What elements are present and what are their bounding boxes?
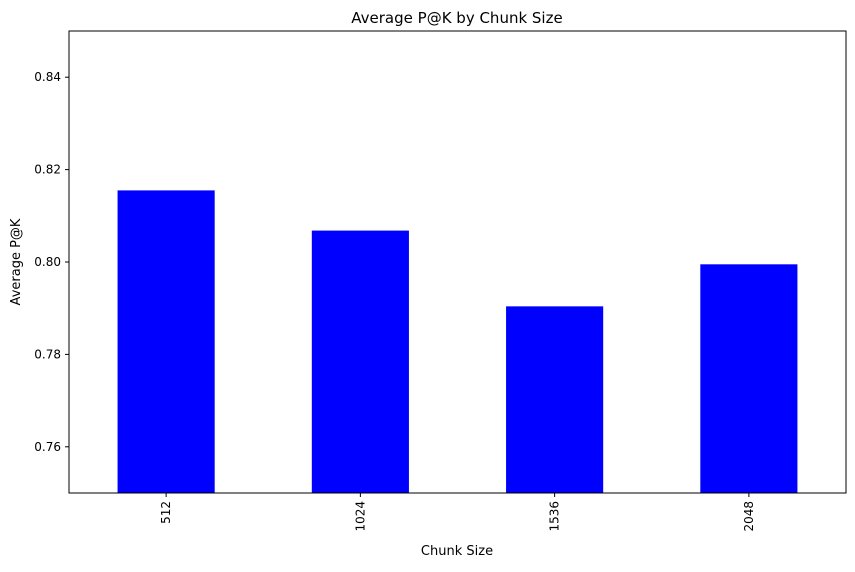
x-axis-label: Chunk Size xyxy=(421,544,493,559)
bar-1536 xyxy=(506,306,604,493)
y-tick-label: 0.84 xyxy=(34,70,61,84)
bar-512 xyxy=(117,190,215,493)
y-axis-label: Average P@K xyxy=(9,218,24,305)
x-tick-label: 1024 xyxy=(353,501,367,532)
bar-1024 xyxy=(311,230,409,494)
chart-title: Average P@K by Chunk Size xyxy=(351,9,562,27)
x-axis: 512 1024 1536 2048 xyxy=(159,493,756,532)
x-tick-label: 1536 xyxy=(548,501,562,532)
bars-group xyxy=(117,190,798,494)
y-tick-label: 0.78 xyxy=(34,347,61,361)
y-tick-label: 0.80 xyxy=(34,255,61,269)
x-tick-label: 2048 xyxy=(742,501,756,532)
y-tick-label: 0.82 xyxy=(34,163,61,177)
y-tick-label: 0.76 xyxy=(34,440,61,454)
bar-2048 xyxy=(700,264,798,493)
x-tick-label: 512 xyxy=(159,501,173,524)
y-axis: 0.76 0.78 0.80 0.82 0.84 xyxy=(34,70,69,454)
